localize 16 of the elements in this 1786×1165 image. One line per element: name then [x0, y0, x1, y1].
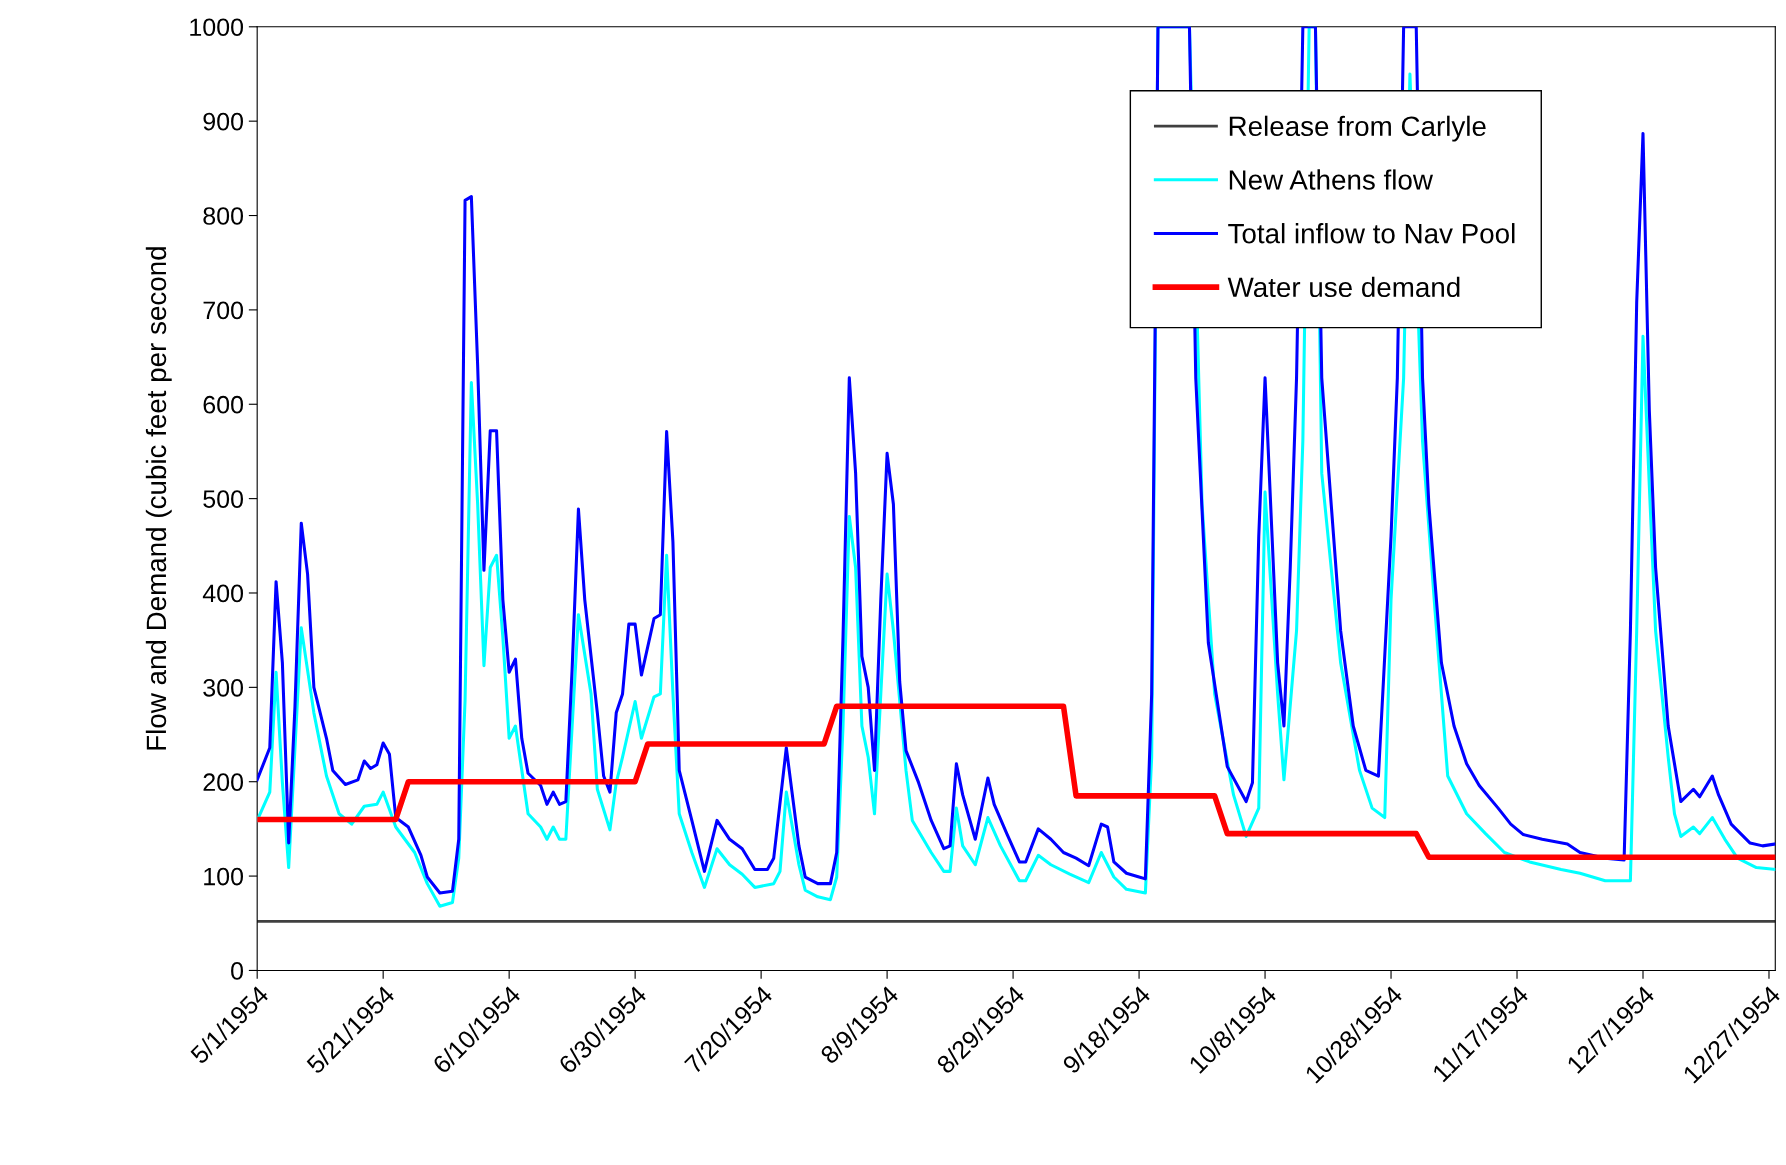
y-tick-label: 200: [203, 773, 244, 792]
y-tick-label: 100: [204, 867, 244, 886]
y-tick-label: 800: [203, 207, 244, 225]
y-tick-label: 300: [203, 678, 244, 697]
y-tick-label: 500: [203, 490, 244, 508]
legend-label: Release from Carlyle: [1229, 115, 1486, 142]
legend-label: Water use demand: [1227, 276, 1460, 298]
y-tick-label: 1000: [190, 18, 244, 37]
y-axis-title: Flow and Demand (cubic feet per second: [145, 247, 172, 750]
legend-label: New Athens flow: [1229, 169, 1433, 190]
y-tick-label: 600: [203, 395, 244, 414]
y-tick-label: 0: [231, 962, 244, 980]
y-tick-label: 900: [203, 112, 244, 131]
y-tick-label: 700: [203, 301, 244, 320]
y-tick-label: 400: [202, 584, 244, 603]
legend-label: Total inflow to Nav Pool: [1228, 223, 1515, 244]
